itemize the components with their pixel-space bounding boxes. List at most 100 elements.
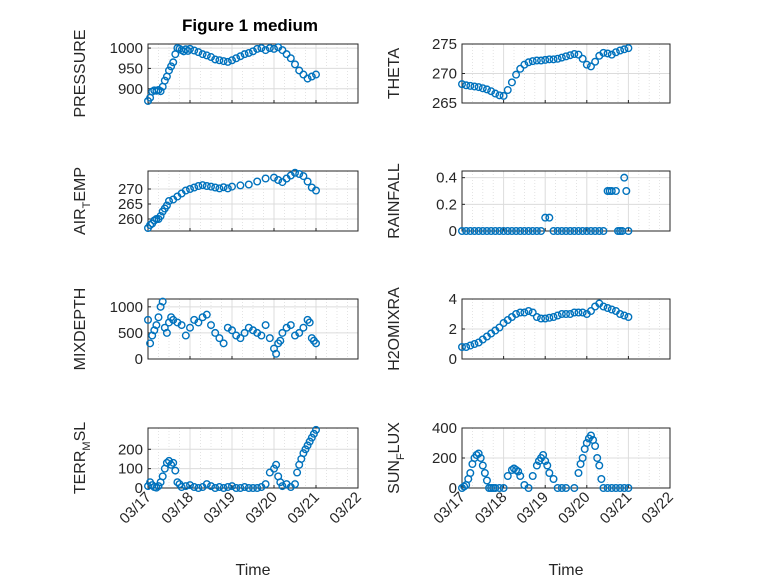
data-point [586,62,595,71]
data-point [171,466,180,475]
data-point [278,46,287,55]
data-point [512,466,521,475]
data-point [487,87,496,96]
data-point [516,308,525,317]
data-point [512,226,521,235]
data-point [570,226,579,235]
data-point [244,48,253,57]
data-point [578,308,587,317]
x-axis-label: Time [236,562,271,579]
y-tick-label: 275 [432,36,457,53]
data-point [491,89,500,98]
data-point [167,460,176,469]
data-point [291,480,300,489]
data-point [466,81,475,90]
data-point [512,310,521,319]
data-point [282,50,291,59]
data-point [545,313,554,322]
y-axis-label: RAINFALL [386,163,403,239]
data-point [223,483,232,492]
data-point [307,72,316,81]
data-point [593,454,602,463]
data-point [562,226,571,235]
data-point [566,51,575,60]
data-point [219,484,228,493]
x-tick-label: 03/21 [597,489,636,528]
data-point [278,328,287,337]
data-point [476,454,485,463]
data-point [227,182,236,191]
data-point [162,201,171,210]
data-point [532,226,541,235]
y-tick-label: 200 [432,450,457,467]
data-point [570,50,579,59]
data-point [202,310,211,319]
data-point [270,464,279,473]
y-tick-label: 0 [135,351,143,368]
data-point [537,56,546,65]
data-point [586,226,595,235]
x-tick-label: 03/18 [158,489,197,528]
y-tick-label: 265 [432,95,457,112]
axes-box [147,43,359,104]
y-tick-label: 0 [135,480,143,497]
data-point [620,311,629,320]
panel-rainfall: 0 0.2 0.4 RAINFALL [386,163,671,240]
data-point [545,469,554,478]
data-point [474,449,483,458]
y-tick-label: 2 [449,321,457,338]
data-point [167,62,176,71]
y-tick-label: 270 [118,181,143,198]
data-point [181,186,190,195]
data-point [607,50,616,59]
y-tick-label: 260 [118,211,143,228]
data-point [261,174,270,183]
data-point [597,475,606,484]
data-point [474,226,483,235]
data-point [202,51,211,60]
data-point [562,484,571,493]
data-point [194,181,203,190]
data-point [181,331,190,340]
data-point [312,425,321,434]
data-point [143,315,152,324]
data-point [607,186,616,195]
data-point [616,484,625,493]
data-point [516,64,525,73]
data-point [591,57,600,66]
y-axis-label: H2OMIXRA [386,287,403,371]
data-point [570,308,579,317]
data-point [470,340,479,349]
data-point [495,226,504,235]
data-point [160,76,169,85]
data-point [270,173,279,182]
data-point [624,44,633,53]
data-point [499,91,508,100]
data-point [307,433,316,442]
data-point [524,226,533,235]
data-point [202,181,211,190]
data-point [164,196,173,205]
data-point [206,53,215,62]
panel-h2omixra: 0 2 4 H2OMIXRA [386,287,671,371]
data-point [194,48,203,57]
data-point [470,226,479,235]
data-point [478,461,487,470]
data-point [215,483,224,492]
data-point [265,468,274,477]
y-tick-label: 270 [432,66,457,83]
data-point [265,44,274,53]
data-point [557,484,566,493]
data-point [620,45,629,54]
y-axis-label: SUNFLUX [386,422,407,494]
data-point [516,472,525,481]
x-tick-label: 03/19 [513,489,552,528]
data-point [514,467,523,476]
y-tick-label: 4 [449,291,457,308]
data-point [301,445,310,454]
y-tick-label: 0.4 [436,170,457,187]
data-point [524,307,533,316]
data-point [211,484,220,493]
